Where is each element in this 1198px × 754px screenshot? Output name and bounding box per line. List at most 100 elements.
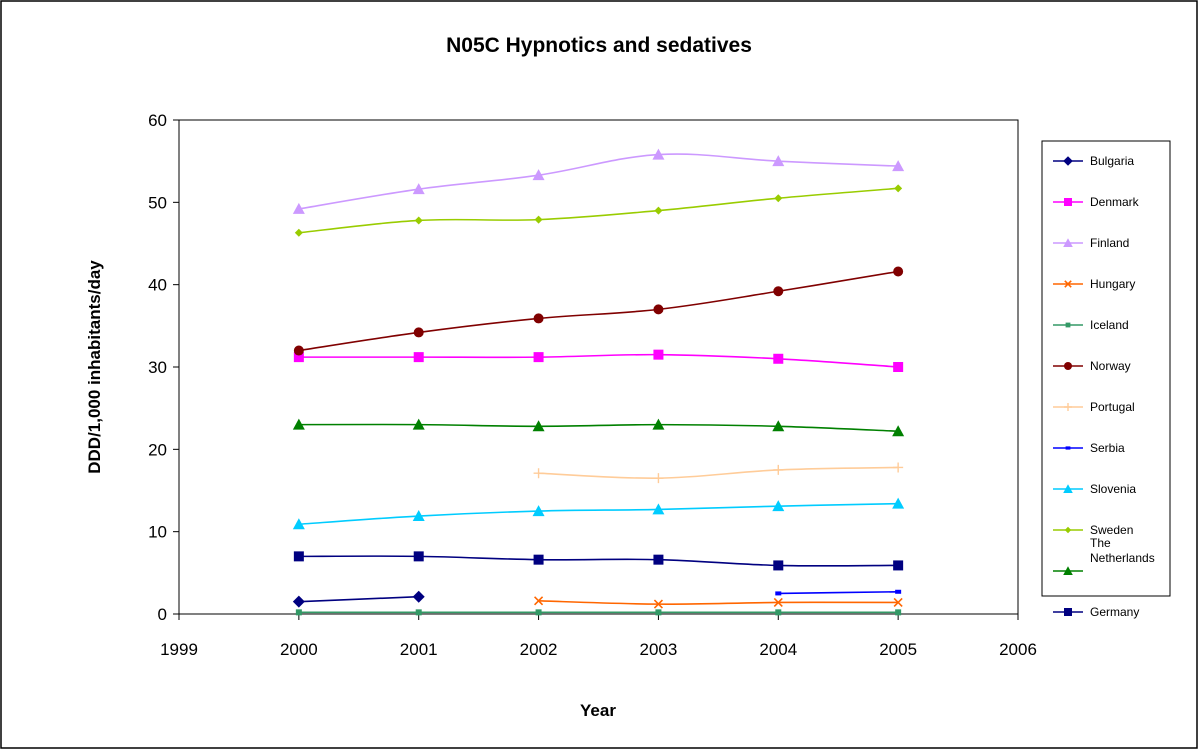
legend-box	[1041, 140, 1171, 597]
legend-item: Germany	[1053, 605, 1139, 619]
data-point	[413, 352, 424, 363]
series-slovenia	[292, 497, 905, 530]
series-denmark	[293, 349, 904, 372]
data-point	[773, 286, 784, 297]
data-point	[293, 551, 304, 562]
series-serbia	[775, 589, 902, 596]
x-tick-label: 2006	[999, 640, 1037, 659]
data-point	[773, 560, 784, 571]
data-point	[533, 352, 544, 363]
data-point	[892, 160, 905, 172]
series-line	[298, 423, 899, 433]
data-point	[893, 462, 904, 473]
y-tick-label: 0	[158, 605, 167, 624]
series-line	[298, 353, 899, 368]
data-point	[652, 418, 665, 430]
y-tick-label: 40	[148, 276, 167, 295]
data-point	[773, 464, 784, 475]
series-portugal	[533, 462, 904, 484]
data-point	[295, 609, 302, 616]
series-germany	[293, 551, 904, 571]
x-tick-label: 1999	[160, 640, 198, 659]
data-point	[652, 503, 665, 515]
series-line	[538, 466, 899, 479]
legend-marker	[1063, 484, 1073, 493]
legend-item: Bulgaria	[1053, 154, 1134, 168]
y-tick-label: 60	[148, 111, 167, 130]
series-line	[538, 600, 899, 605]
data-point	[774, 194, 783, 203]
data-point	[893, 597, 903, 608]
series-the-netherlands	[292, 418, 905, 437]
legend-item: Finland	[1053, 236, 1129, 250]
series-line	[298, 187, 899, 234]
legend-item: Norway	[1053, 359, 1131, 373]
x-tick-label: 2004	[759, 640, 797, 659]
data-point	[293, 345, 304, 356]
data-point	[772, 155, 785, 167]
legend-marker	[1063, 156, 1073, 166]
legend-item: The Netherlands	[1053, 536, 1155, 575]
legend-label: Portugal	[1090, 400, 1135, 414]
data-point	[533, 554, 544, 565]
data-point	[653, 599, 663, 609]
series-sweden	[294, 184, 903, 237]
data-point	[292, 418, 305, 430]
legend-label: The Netherlands	[1090, 536, 1155, 565]
data-point	[772, 500, 785, 512]
data-point	[652, 148, 665, 160]
x-axis-title: Year	[580, 701, 616, 720]
data-point	[654, 206, 663, 215]
legend-label: Slovenia	[1090, 482, 1136, 496]
data-point	[534, 215, 543, 224]
data-point	[413, 327, 424, 338]
data-point	[292, 202, 305, 214]
data-point	[893, 362, 904, 372]
y-tick-label: 20	[148, 440, 167, 459]
data-point	[772, 420, 785, 432]
data-point	[292, 518, 305, 530]
y-tick-label: 50	[148, 193, 167, 212]
data-point	[655, 609, 662, 616]
data-point	[535, 609, 542, 616]
legend-label: Germany	[1090, 605, 1139, 619]
legend-marker	[1064, 280, 1072, 288]
data-point	[533, 468, 544, 479]
y-axis-title: DDD/1,000 inhabitants/day	[85, 260, 104, 474]
data-point	[532, 420, 545, 432]
data-point	[653, 554, 664, 565]
data-point	[893, 266, 904, 277]
data-point	[294, 228, 303, 237]
data-point	[412, 510, 425, 522]
data-point	[415, 609, 422, 616]
x-tick-label: 2001	[400, 640, 438, 659]
data-point	[893, 560, 904, 571]
data-point	[533, 313, 544, 324]
legend-label: Serbia	[1090, 441, 1125, 455]
data-point	[412, 590, 425, 603]
data-point	[293, 352, 304, 363]
series-line	[298, 153, 899, 210]
data-point	[773, 353, 784, 364]
data-point	[532, 169, 545, 181]
legend: Bulgaria Denmark Finland Hungary Iceland Norw…	[1053, 154, 1155, 619]
series-line	[298, 555, 899, 567]
x-tick-label: 2002	[520, 640, 558, 659]
legend-item: Portugal	[1053, 400, 1135, 414]
legend-marker	[1065, 322, 1071, 328]
series-bulgaria	[292, 590, 425, 608]
series-line	[298, 595, 419, 603]
chart-title: N05C Hypnotics and sedatives	[446, 34, 752, 57]
legend-marker	[1064, 608, 1072, 616]
y-tick-label: 10	[148, 523, 167, 542]
series-line	[298, 502, 899, 526]
legend-item: Hungary	[1053, 277, 1135, 291]
series-finland	[292, 148, 905, 214]
legend-label: Bulgaria	[1090, 154, 1134, 168]
data-point	[895, 589, 902, 594]
legend-label: Norway	[1090, 359, 1131, 373]
legend-label: Iceland	[1090, 318, 1129, 332]
legend-label: Finland	[1090, 236, 1129, 250]
